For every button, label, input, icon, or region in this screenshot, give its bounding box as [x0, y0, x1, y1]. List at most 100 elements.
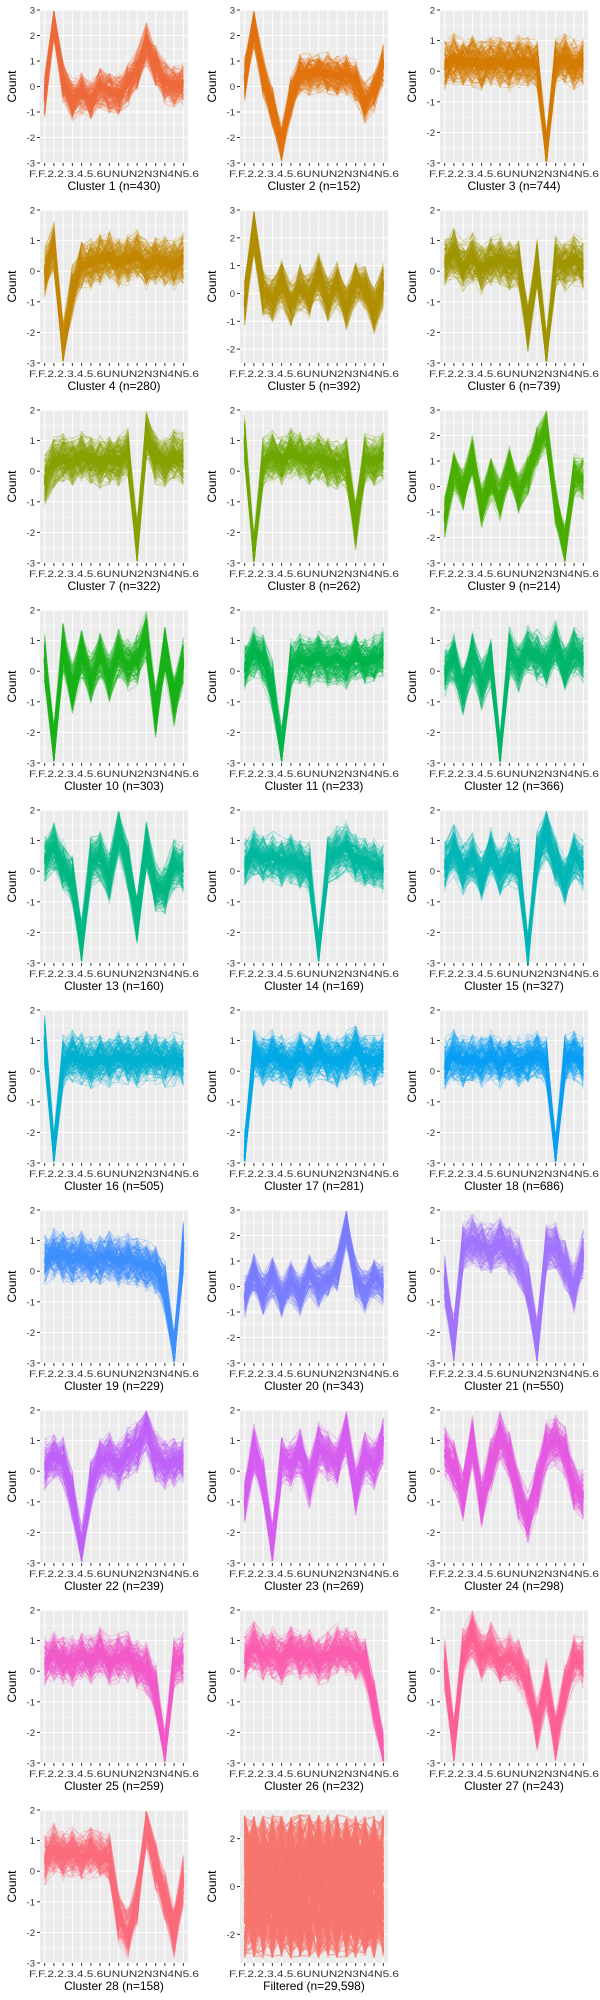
profile-line [44, 1444, 184, 1562]
profile-line [44, 1225, 184, 1362]
profile-line [44, 25, 184, 114]
profile-line [44, 1236, 184, 1352]
profile-line [44, 36, 184, 104]
profile-line [444, 38, 584, 162]
y-tick-label: 1 [230, 1036, 235, 1047]
y-axis-label: Count [5, 1070, 19, 1103]
profile-line [244, 649, 384, 745]
profile-line [244, 213, 384, 323]
profile-line [44, 1637, 184, 1748]
major-gridlines [40, 1409, 188, 1564]
profile-line [44, 1648, 184, 1754]
profile-line [44, 28, 184, 107]
profile-line [244, 217, 384, 329]
y-tick-label: -1 [427, 697, 435, 708]
profile-line [244, 1042, 384, 1162]
y-tick-label: -1 [427, 897, 435, 908]
profile-line [444, 631, 584, 748]
profile-line [244, 232, 384, 321]
profile-line [44, 24, 184, 113]
y-tick-label: -1 [27, 108, 35, 119]
profile-line [44, 1230, 184, 1349]
profile-line [244, 644, 384, 761]
profile-line [444, 646, 584, 747]
cluster-chart-16: -3 -2 -1 0 1 2 F.F.2.2.3.4.5.6UNUN2N3N4N5.6 Cou… [5, 1006, 199, 1194]
profile-line [244, 251, 384, 323]
profile-line [44, 434, 184, 547]
y-tick-label: -2 [427, 128, 435, 139]
y-tick-label: 1 [430, 36, 435, 47]
profile-line [44, 842, 184, 940]
profile-line [244, 25, 384, 152]
y-tick-label: -3 [227, 959, 235, 970]
profile-line [44, 419, 184, 528]
profile-line [244, 655, 384, 743]
x-tick-labels: F.F.2.2.3.4.5.6UNUN2N3N4N5.6 [229, 969, 399, 980]
profile-line [244, 212, 384, 329]
profile-line [444, 622, 584, 761]
profile-line [244, 1026, 384, 1143]
profile-line [44, 425, 184, 557]
profile-line [44, 1245, 184, 1351]
y-tick-label: 1 [230, 836, 235, 847]
profile-line [44, 427, 184, 531]
y-axis-label: Count [405, 1070, 419, 1103]
y-tick-label: -2 [27, 528, 35, 539]
profile-line [44, 834, 184, 950]
profile-line [44, 1431, 184, 1541]
y-axis-label: Count [205, 870, 219, 903]
profile-line [244, 222, 384, 318]
cluster-chart-14: -3 -2 -1 0 1 2 F.F.2.2.3.4.5.6UNUN2N3N4N5.6 Cou… [205, 806, 399, 994]
profile-line [244, 36, 384, 137]
y-tick-label: -2 [227, 345, 235, 356]
cluster-chart-11: -3 -2 -1 0 1 2 F.F.2.2.3.4.5.6UNUN2N3N4N5.6 Cou… [205, 606, 399, 794]
profile-line [44, 1426, 184, 1528]
profile-line [44, 1430, 184, 1555]
profile-line [444, 1222, 584, 1324]
y-tick-label: -1 [227, 1308, 235, 1319]
profile-line [444, 1043, 584, 1162]
profile-line [44, 1434, 184, 1544]
profile-line [443, 1051, 584, 1162]
profile-line [244, 232, 384, 325]
profile-line [44, 835, 184, 932]
profile-line [244, 1216, 384, 1306]
y-tick-label: 2 [430, 206, 435, 217]
profile-line [244, 17, 384, 143]
y-tick-label: -3 [427, 959, 435, 970]
cluster-chart-13: -3 -2 -1 0 1 2 F.F.2.2.3.4.5.6UNUN2N3N4N5.6 Cou… [5, 806, 199, 994]
y-tick-label: 0 [430, 267, 435, 278]
profile-line [244, 640, 384, 762]
profile-line [44, 420, 184, 559]
major-gridlines [40, 1009, 188, 1164]
profile-line [44, 1034, 184, 1162]
y-tick-label: 0 [30, 1067, 35, 1078]
profile-line [244, 647, 384, 762]
profile-line [44, 1029, 184, 1156]
series-lines [243, 11, 385, 162]
cluster-panel-8: -3 -2 -1 0 1 2 F.F.2.2.3.4.5.6UNUN2N3N4N5.6 Cou… [200, 400, 400, 600]
y-tick-label: -3 [227, 159, 235, 170]
profile-line [444, 831, 584, 960]
profile-line [44, 634, 184, 744]
profile-line [444, 823, 584, 962]
profile-line [444, 44, 584, 156]
profile-line [44, 1238, 184, 1362]
y-axis-label: Count [5, 270, 19, 303]
minor-gridlines [240, 223, 388, 336]
profile-line [244, 438, 384, 562]
profile-line [44, 425, 184, 533]
major-gridlines [40, 609, 188, 764]
profile-line [44, 442, 184, 562]
y-tick-label: 1 [430, 1436, 435, 1447]
profile-line [444, 628, 584, 749]
profile-line [44, 1430, 184, 1562]
profile-line [444, 238, 584, 362]
y-tick-label: 2 [30, 1006, 35, 1017]
profile-line [44, 442, 184, 554]
y-tick-label: -2 [27, 328, 35, 339]
profile-line [444, 635, 584, 755]
cluster-chart-21: -3 -2 -1 0 1 2 F.F.2.2.3.4.5.6UNUN2N3N4N5.6 Cou… [405, 1206, 599, 1394]
profile-line [44, 1427, 184, 1538]
profile-line [44, 1630, 184, 1738]
